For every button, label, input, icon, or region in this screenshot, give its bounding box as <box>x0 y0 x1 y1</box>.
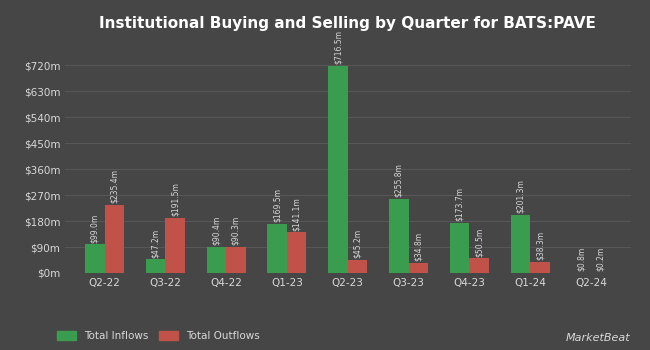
Bar <box>105 205 124 273</box>
Bar <box>226 247 246 273</box>
Bar <box>328 66 348 273</box>
Text: $34.8m: $34.8m <box>414 232 422 261</box>
Text: $235.4m: $235.4m <box>110 169 119 203</box>
Bar <box>450 223 469 273</box>
Bar <box>389 199 409 273</box>
Text: $90.3m: $90.3m <box>231 216 240 245</box>
Text: $173.7m: $173.7m <box>455 187 464 221</box>
Legend: Total Inflows, Total Outflows: Total Inflows, Total Outflows <box>57 331 260 341</box>
Bar <box>409 263 428 273</box>
Bar <box>287 232 306 273</box>
Bar <box>268 224 287 273</box>
Bar <box>146 259 165 273</box>
Text: $0.8m: $0.8m <box>577 247 586 271</box>
Title: Institutional Buying and Selling by Quarter for BATS:PAVE: Institutional Buying and Selling by Quar… <box>99 16 596 31</box>
Bar <box>85 244 105 273</box>
Bar <box>511 215 530 273</box>
Text: $201.3m: $201.3m <box>516 179 525 213</box>
Bar <box>207 247 226 273</box>
Bar <box>348 260 367 273</box>
Text: $99.0m: $99.0m <box>90 214 99 243</box>
Text: $716.5m: $716.5m <box>333 30 343 64</box>
Bar <box>165 218 185 273</box>
Text: $141.1m: $141.1m <box>292 197 301 231</box>
Text: $50.5m: $50.5m <box>474 228 484 257</box>
Text: $169.5m: $169.5m <box>273 188 281 222</box>
Bar <box>530 262 550 273</box>
Text: MarketBeat: MarketBeat <box>566 333 630 343</box>
Text: $191.5m: $191.5m <box>170 182 179 216</box>
Text: $255.8m: $255.8m <box>395 163 404 197</box>
Text: $45.2m: $45.2m <box>353 229 362 258</box>
Text: $38.3m: $38.3m <box>536 231 545 260</box>
Text: $90.4m: $90.4m <box>212 216 221 245</box>
Text: $0.2m: $0.2m <box>596 247 605 271</box>
Text: $47.2m: $47.2m <box>151 229 160 258</box>
Bar <box>469 258 489 273</box>
